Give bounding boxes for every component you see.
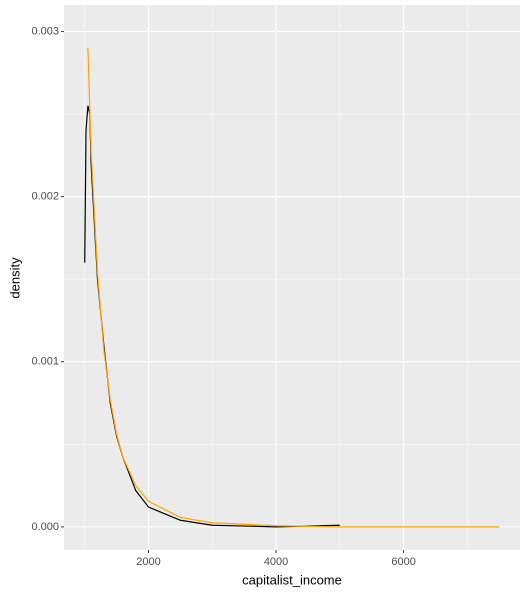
x-tick-label: 4000 <box>264 556 288 568</box>
x-axis-title: capitalist_income <box>242 572 342 587</box>
density-line <box>87 47 500 528</box>
y-tick-label: 0.002 <box>31 190 59 202</box>
y-axis-title: density <box>7 257 22 299</box>
y-tick-label: 0.003 <box>31 25 59 37</box>
y-tick-label: 0.000 <box>31 521 59 533</box>
panel <box>64 5 520 550</box>
x-tick-label: 6000 <box>391 556 415 568</box>
x-tick-label: 2000 <box>136 556 160 568</box>
y-tick-label: 0.001 <box>31 356 59 368</box>
